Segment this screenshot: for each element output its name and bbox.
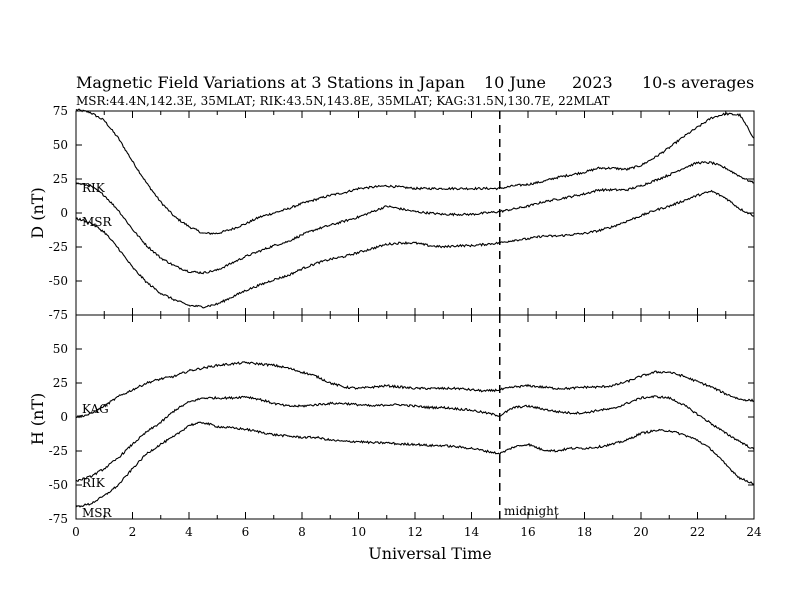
x-tick-label: 24 bbox=[746, 525, 762, 539]
chart-date: 10 June bbox=[484, 73, 546, 92]
y-tick-label: 0 bbox=[60, 206, 68, 220]
d-component-panel: 75 50 25 0 -25 -50 -75 RIK MSR bbox=[49, 104, 755, 322]
series-line-msr bbox=[75, 421, 755, 508]
series-label-rik: RIK bbox=[82, 181, 106, 195]
y-tick-label: -25 bbox=[49, 240, 68, 254]
x-tick-label: 10 bbox=[351, 525, 366, 539]
series-label-msr: MSR bbox=[82, 506, 113, 520]
series-line-msr bbox=[75, 189, 755, 309]
ylabel-d: D (nT) bbox=[28, 187, 47, 238]
midnight-label: midnight bbox=[504, 504, 559, 518]
x-tick-label: 18 bbox=[577, 525, 592, 539]
x-tick-label: 6 bbox=[242, 525, 250, 539]
series-line-kag bbox=[75, 361, 755, 419]
x-tick-label: 20 bbox=[633, 525, 648, 539]
x-tick-label: 12 bbox=[407, 525, 422, 539]
y-tick-label: -50 bbox=[49, 274, 68, 288]
plot-frame bbox=[75, 314, 755, 520]
chart-year: 2023 bbox=[572, 73, 613, 92]
y-tick-label: 50 bbox=[53, 138, 68, 152]
series-label-kag: KAG bbox=[82, 402, 109, 416]
chart-title: Magnetic Field Variations at 3 Stations … bbox=[76, 73, 465, 92]
x-tick-label: 22 bbox=[690, 525, 705, 539]
series-line-rik bbox=[75, 161, 755, 275]
y-tick-label: -75 bbox=[49, 308, 68, 322]
chart-averaging: 10-s averages bbox=[642, 73, 754, 92]
station-list: MSR:44.4N,142.3E, 35MLAT; RIK:43.5N,143.… bbox=[76, 94, 610, 108]
y-tick-label: -50 bbox=[49, 478, 68, 492]
series-line-rik bbox=[75, 395, 755, 482]
series-label-msr: MSR bbox=[82, 215, 113, 229]
x-axis-label: Universal Time bbox=[368, 544, 491, 563]
y-tick-label: 25 bbox=[53, 376, 68, 390]
y-tick-label: -75 bbox=[49, 512, 68, 526]
x-tick-label: 4 bbox=[185, 525, 193, 539]
x-tick-label: 14 bbox=[464, 525, 480, 539]
plot-frame bbox=[75, 110, 755, 316]
ylabel-h: H (nT) bbox=[28, 393, 47, 446]
x-tick-label: 8 bbox=[298, 525, 306, 539]
y-tick-label: 50 bbox=[53, 342, 68, 356]
x-tick-label: 16 bbox=[520, 525, 535, 539]
x-tick-label: 2 bbox=[129, 525, 137, 539]
y-tick-label: 75 bbox=[53, 104, 68, 118]
y-tick-label: 25 bbox=[53, 172, 68, 186]
series-label-rik: RIK bbox=[82, 476, 106, 490]
y-tick-label: -25 bbox=[49, 444, 68, 458]
x-tick-label: 0 bbox=[72, 525, 80, 539]
series-line-unlabeled bbox=[75, 108, 755, 236]
y-tick-label: 0 bbox=[60, 410, 68, 424]
